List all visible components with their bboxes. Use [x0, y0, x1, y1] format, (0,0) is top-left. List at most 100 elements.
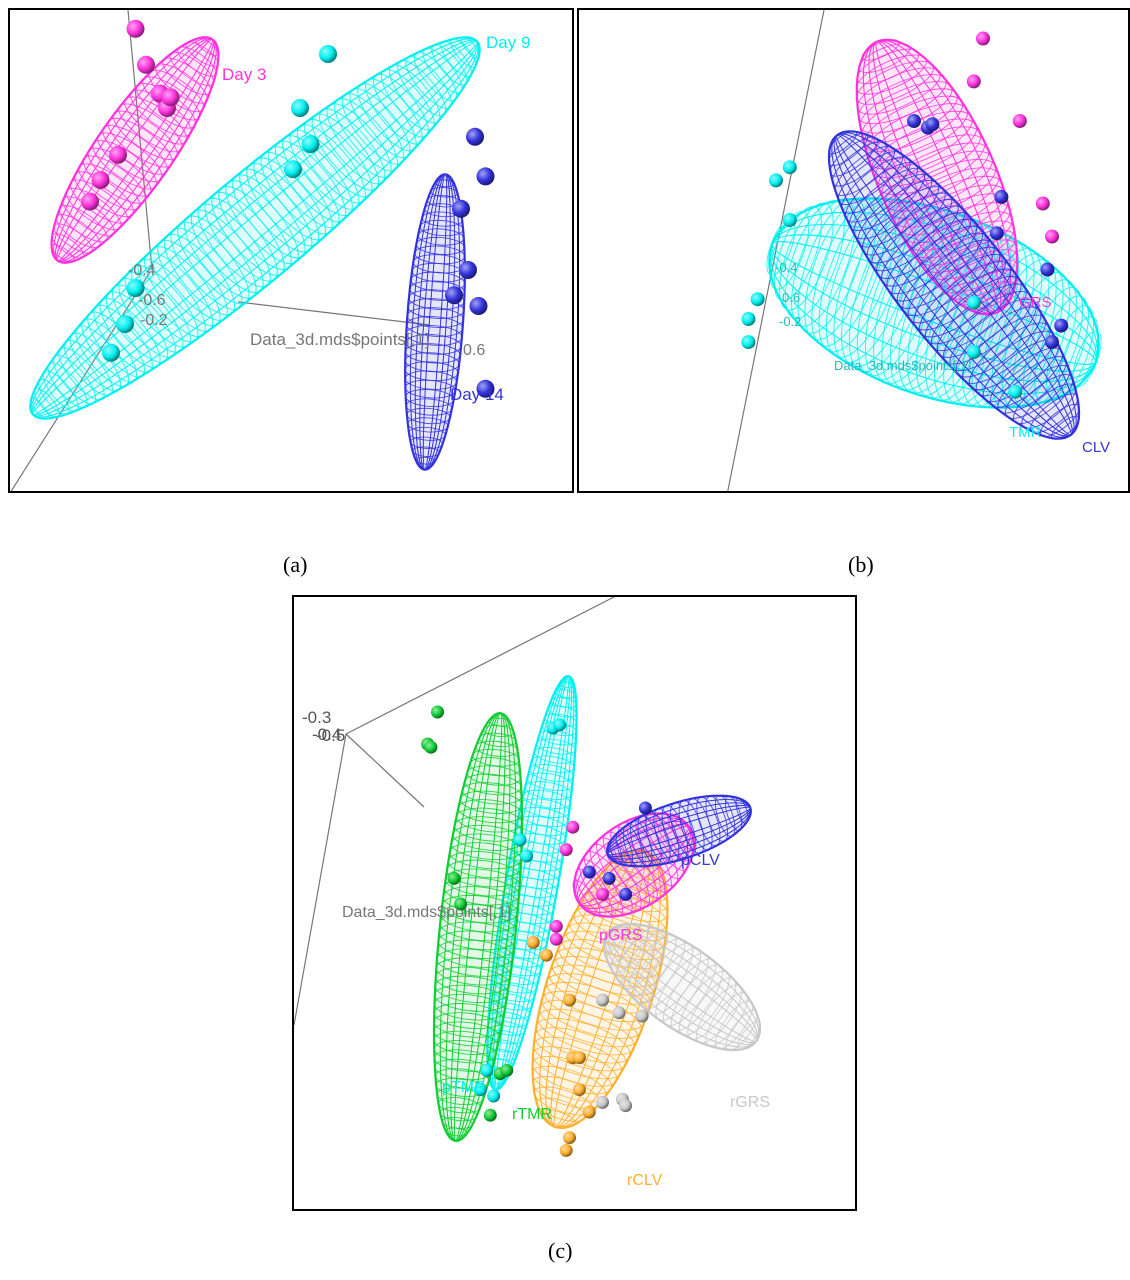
- legend-grs: GRS: [1019, 294, 1052, 311]
- tick-label: -0.4: [128, 262, 156, 279]
- ellipsoid-grs-meridian: [862, 40, 1012, 314]
- ellipsoid-pclv-ring: [637, 815, 662, 866]
- ellipsoid-rtmr-ring: [435, 957, 511, 986]
- ellipsoid-day-14-ring: [412, 446, 440, 457]
- legend-ptmr: pTMR: [442, 1079, 486, 1096]
- ellipsoid-grs-ring: [881, 142, 990, 204]
- ellipsoid-day-14-ring: [434, 179, 455, 188]
- tick-label: -0.3: [302, 708, 331, 727]
- ellipsoid-rtmr-ring: [434, 984, 507, 1012]
- ellipsoid-tmr-ring: [933, 233, 1020, 404]
- data-point-grs: [976, 31, 990, 46]
- ellipsoid-ptmr-ring: [527, 772, 573, 791]
- data-point-day-9: [319, 45, 337, 63]
- ellipsoid-day-9-ring: [304, 119, 373, 198]
- ellipsoid-clv-ring: [902, 239, 995, 317]
- data-point-rclv: [582, 1105, 596, 1119]
- ellipsoid-ptmr-ring: [536, 738, 576, 755]
- ellipsoid-tmr-meridian: [769, 211, 1099, 395]
- ellipsoid-grs-ring: [916, 211, 1013, 266]
- data-point-tmr: [741, 312, 756, 326]
- ellipsoid-day-9-ring: [150, 246, 221, 327]
- ellipsoid-day-9-ring: [105, 291, 169, 363]
- ellipsoid-day-9-ring: [413, 51, 458, 102]
- ellipsoid-rgrs-ring: [737, 1020, 761, 1051]
- data-point-day-14: [466, 127, 484, 146]
- ellipsoid-clv-ring: [853, 173, 933, 240]
- ellipsoid-clv-ring: [871, 199, 959, 272]
- data-point-rtmr: [431, 705, 444, 719]
- data-point-rclv: [563, 1131, 576, 1145]
- ellipsoid-day-3-ring: [113, 110, 178, 160]
- ellipsoid-day-9-ring: [81, 318, 137, 383]
- ellipsoid-day-14-ring: [408, 426, 446, 441]
- data-point-tmr: [1008, 384, 1023, 399]
- ellipsoid-day-14-ring: [404, 361, 459, 382]
- ellipsoid-rtmr-meridian: [439, 712, 517, 1142]
- ellipsoid-day-14-ring: [404, 370, 458, 390]
- ellipsoid-grs-ring: [871, 118, 978, 179]
- ellipsoid-day-3-ring: [177, 46, 217, 77]
- ellipsoid-clv-ring: [962, 314, 1046, 384]
- ellipsoid-rtmr-ring: [433, 1040, 497, 1064]
- data-point-day-3: [109, 145, 127, 164]
- data-point-clv: [925, 117, 940, 132]
- ellipsoid-day-9-ring: [99, 298, 161, 368]
- data-point-ptmr: [480, 1063, 494, 1077]
- ellipsoid-rtmr-ring: [434, 1068, 490, 1089]
- plot-panel-a: -0.4 -0.6 -0.2 0.6 Data_3d.mds$points[,1] Day…: [8, 8, 574, 493]
- ellipsoid-day-3-ring: [107, 117, 173, 168]
- data-point-day-9: [291, 99, 309, 117]
- ellipsoid-clv-ring: [955, 306, 1042, 378]
- ellipsoid-rtmr-ring: [440, 903, 518, 933]
- ellipsoid-rtmr-ring: [475, 740, 519, 757]
- ellipsoid-day-3-ring: [51, 233, 85, 259]
- ellipsoid-rclv-ring: [539, 1109, 577, 1128]
- ellipsoid-clv: [827, 130, 1081, 440]
- ellipsoid-day-9: [29, 36, 481, 420]
- ellipsoid-day-9-ring: [63, 339, 113, 396]
- ellipsoid-clv-ring: [845, 162, 918, 223]
- data-point-rgrs: [596, 1095, 609, 1109]
- tick-label: -0.2: [140, 312, 168, 329]
- legend-pgrs: pGRS: [599, 927, 643, 944]
- ellipsoid-pclv-ring: [615, 831, 634, 867]
- ellipsoid-day-14-ring: [410, 436, 444, 449]
- ellipsoid-day-9-ring: [431, 44, 468, 86]
- ellipsoid-grs: [855, 38, 1019, 316]
- ellipsoid-pclv-ring: [735, 797, 749, 824]
- data-point-day-9: [301, 135, 320, 153]
- ellipsoid-day-9-ring: [389, 64, 441, 124]
- ellipsoid-day-14-ring: [417, 228, 465, 246]
- data-point-clv: [989, 226, 1004, 241]
- ellipsoid-rgrs-ring: [678, 970, 730, 1036]
- data-point-grs: [1012, 114, 1027, 128]
- ellipsoid-rtmr-ring: [441, 1117, 473, 1129]
- ellipsoid-ptmr-ring: [516, 815, 568, 836]
- data-point-rclv: [559, 1143, 573, 1157]
- ellipsoid-clv-ring: [841, 156, 911, 214]
- ellipsoid-rgrs-ring: [715, 1000, 754, 1050]
- axis-label: Data_3d.mds$points[,1]: [834, 358, 971, 373]
- ellipsoid-rgrs-ring: [687, 977, 737, 1040]
- ellipsoid-pgrs-meridian: [575, 817, 693, 913]
- ellipsoid-clv-ring: [896, 232, 989, 309]
- ellipsoid-ptmr-ring: [487, 1039, 520, 1053]
- ellipsoid-clv-ring: [862, 186, 946, 256]
- ellipsoid-grs-ring: [921, 220, 1015, 273]
- ellipsoid-rgrs: [602, 922, 762, 1052]
- ellipsoid-day-14-ring: [405, 334, 462, 355]
- data-point-grs: [1035, 196, 1050, 211]
- ellipsoid-rclv-ring: [531, 1065, 607, 1102]
- axis-line-z: [727, 10, 825, 491]
- ellipsoid-ptmr-ring: [559, 681, 575, 689]
- ellipsoid-day-3-ring: [97, 132, 163, 183]
- axis-line-y: [345, 597, 615, 735]
- ellipsoid-day-9-ring: [319, 108, 386, 185]
- ellipsoid-rtmr-ring: [433, 1030, 499, 1055]
- ellipsoid-day-14-ring: [408, 289, 465, 310]
- ellipsoid-day-14-ring: [405, 343, 461, 364]
- ellipsoid-clv-ring: [919, 261, 1012, 338]
- ellipsoid-rtmr-ring: [478, 732, 517, 748]
- ellipsoid-day-14: [404, 173, 466, 471]
